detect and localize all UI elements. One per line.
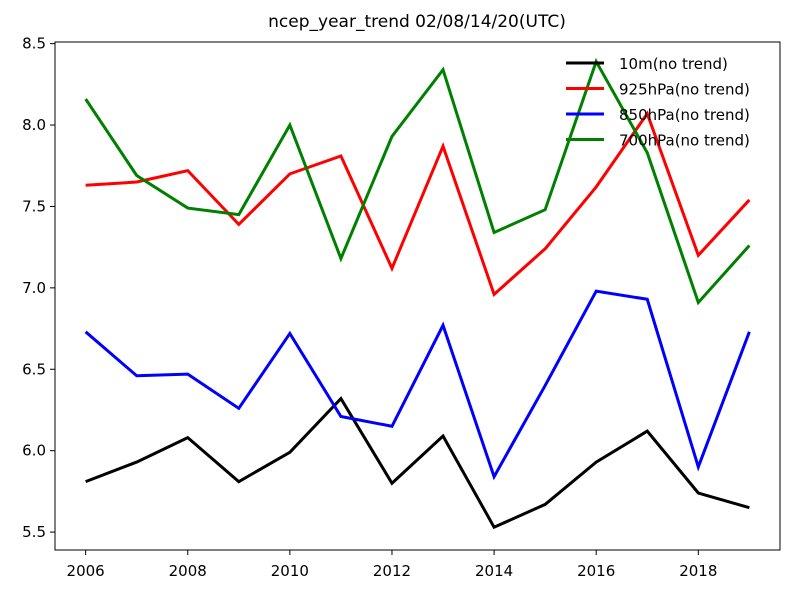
x-tick-label: 2012 bbox=[373, 562, 411, 580]
series-layer bbox=[84, 57, 751, 530]
x-tick-label: 2014 bbox=[475, 562, 513, 580]
series-line-0 bbox=[85, 396, 750, 530]
legend-item-0: 10m(no trend) bbox=[566, 55, 728, 73]
series-line-2 bbox=[84, 289, 751, 481]
chart-title: ncep_year_trend 02/08/14/20(UTC) bbox=[268, 12, 566, 32]
legend-label: 700hPa(no trend) bbox=[619, 132, 750, 150]
x-tick-label: 2006 bbox=[67, 562, 105, 580]
y-tick-label: 7.5 bbox=[22, 197, 46, 215]
legend-item-2: 850hPa(no trend) bbox=[566, 106, 750, 124]
x-tick-label: 2008 bbox=[169, 562, 207, 580]
y-tick-label: 5.5 bbox=[22, 523, 46, 541]
y-tick-label: 8.0 bbox=[22, 116, 46, 134]
legend-label: 850hPa(no trend) bbox=[619, 106, 750, 124]
series-line-1 bbox=[85, 110, 751, 297]
y-tick-label: 8.5 bbox=[22, 35, 46, 53]
legend-item-3: 700hPa(no trend) bbox=[566, 132, 750, 150]
series-line-3 bbox=[84, 57, 751, 306]
y-tick-label: 6.0 bbox=[22, 442, 46, 460]
y-tick-label: 7.0 bbox=[22, 279, 46, 297]
y-tick-label: 6.5 bbox=[22, 360, 46, 378]
legend: 10m(no trend) 925hPa(no trend) 850hPa(no t… bbox=[566, 55, 750, 150]
legend-label: 925hPa(no trend) bbox=[619, 81, 750, 99]
axis-ticks: 2006 2008 2010 2012 2014 2016 2018 5.5 6.0 6.5 7.0… bbox=[22, 35, 717, 580]
x-tick-label: 2010 bbox=[271, 562, 309, 580]
legend-label: 10m(no trend) bbox=[619, 55, 728, 73]
x-tick-label: 2018 bbox=[679, 562, 717, 580]
x-tick-label: 2016 bbox=[577, 562, 615, 580]
legend-item-1: 925hPa(no trend) bbox=[566, 81, 750, 99]
plot-frame bbox=[54, 41, 781, 551]
